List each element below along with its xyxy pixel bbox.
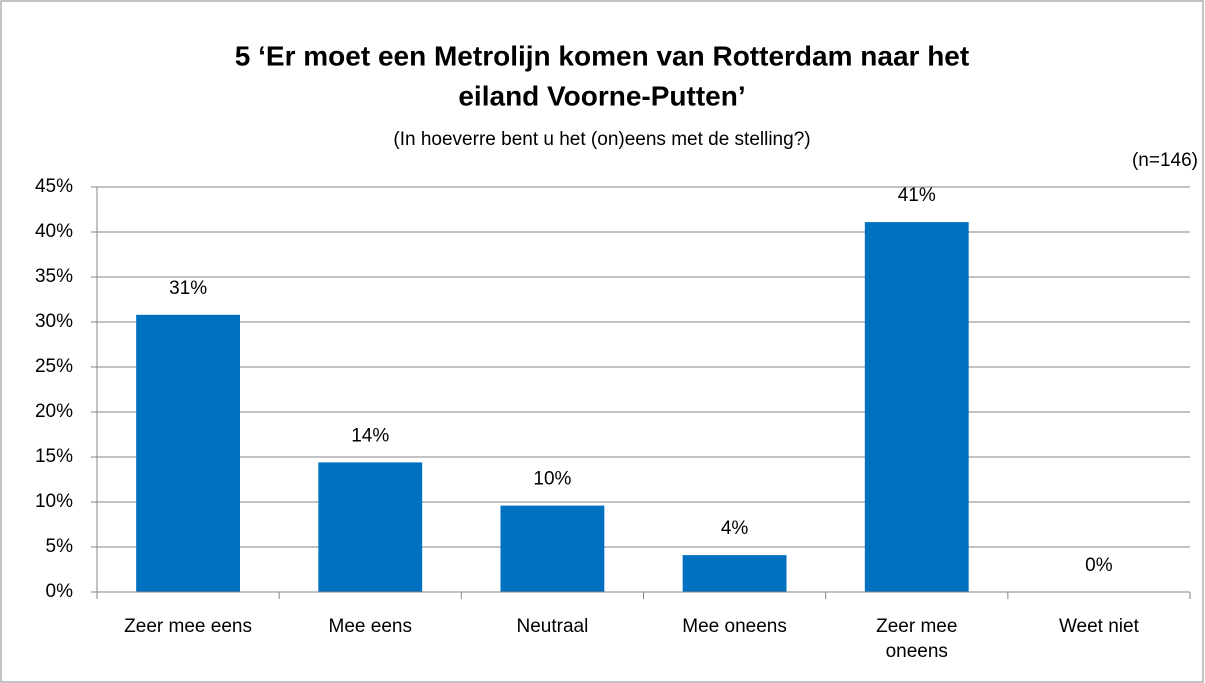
x-tick-label: Neutraal: [516, 616, 589, 637]
y-tick-label: 30%: [35, 311, 73, 332]
x-tick-label: Mee eens: [328, 616, 412, 637]
y-tick-label: 5%: [46, 536, 74, 557]
value-label: 41%: [898, 185, 936, 206]
bar: [136, 314, 241, 592]
bar: [682, 555, 787, 592]
x-tick-label: Weet niet: [1058, 616, 1139, 637]
value-label: 14%: [351, 425, 389, 446]
bar: [318, 462, 423, 592]
y-tick-label: 45%: [35, 176, 73, 197]
value-label: 0%: [1085, 555, 1113, 576]
x-tick-label: Zeer mee oneens: [876, 616, 958, 662]
y-tick-label: 35%: [35, 266, 73, 287]
y-tick-label: 40%: [35, 221, 73, 242]
chart-title: 5 ‘Er moet een Metrolijn komen van Rotte…: [235, 40, 969, 71]
value-label: 4%: [721, 518, 749, 539]
y-tick-label: 25%: [35, 356, 73, 377]
sample-size: (n=146): [1132, 150, 1198, 171]
y-tick-label: 15%: [35, 446, 73, 467]
x-tick-label: Mee oneens: [682, 616, 787, 637]
y-tick-label: 20%: [35, 401, 73, 422]
y-tick-label: 10%: [35, 491, 73, 512]
chart-subtitle: (In hoeverre bent u het (on)eens met de …: [393, 129, 810, 150]
y-tick-label: 0%: [46, 581, 74, 602]
x-tick-label: Zeer mee eens: [124, 616, 252, 637]
chart-title: eiland Voorne-Putten’: [458, 80, 745, 111]
value-label: 10%: [533, 469, 571, 490]
bar: [500, 505, 605, 592]
bar: [864, 222, 969, 592]
value-label: 31%: [169, 278, 207, 299]
